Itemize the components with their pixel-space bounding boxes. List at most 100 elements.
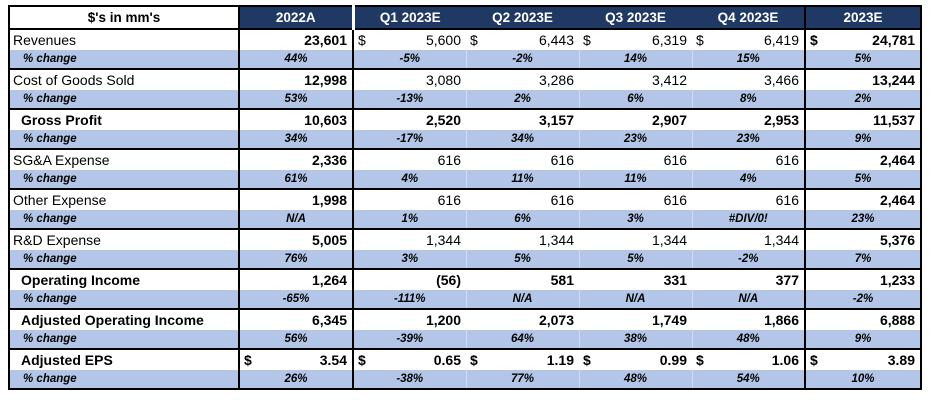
metric-row-revenues: Revenues 23,601 $5,600 $6,443 $6,319 $6,419 $2…: [9, 29, 921, 50]
pct-change-value: 9%: [804, 129, 921, 150]
pct-change-value: 7%: [804, 249, 921, 270]
pct-change-label: % change: [9, 329, 239, 350]
dollar-sign: $: [244, 351, 252, 368]
metric-value: 6,319: [651, 31, 687, 48]
metric-value-cell: 581: [466, 269, 579, 290]
pct-change-value: 44%: [238, 49, 353, 70]
dollar-sign: $: [358, 31, 366, 48]
pct-change-value: 1%: [352, 209, 466, 230]
metric-value-cell: 12,998: [238, 69, 353, 90]
pct-change-value: -2%: [691, 249, 805, 270]
metric-value-cell: $5,600: [352, 29, 466, 50]
metric-value-cell: 2,464: [804, 149, 921, 170]
table-unit-label: $'s in mm's: [9, 6, 240, 30]
metric-value-cell: 616: [579, 149, 692, 170]
pct-change-row-sg-a-expense: % change 61% 4% 11% 11% 4% 5%: [9, 169, 921, 190]
pct-change-row-cost-of-goods-sold: % change 53% -13% 2% 6% 8% 2%: [9, 89, 921, 110]
metric-value-cell: 377: [692, 269, 805, 290]
metric-value-cell: 1,200: [352, 309, 466, 330]
metric-value-cell: 3,286: [466, 69, 579, 90]
pct-change-value: 6%: [578, 89, 692, 110]
pct-change-value: 48%: [578, 369, 692, 390]
column-header-2023e: 2023E: [804, 6, 921, 30]
pct-change-value: N/A: [465, 289, 579, 310]
metric-value-cell: 6,345: [238, 309, 353, 330]
pct-change-value: -38%: [352, 369, 466, 390]
dollar-sign: $: [696, 351, 704, 368]
dollar-sign: $: [470, 31, 478, 48]
metric-value-cell: 1,344: [466, 229, 579, 250]
financial-model-table: $'s in mm's 2022A Q1 2023E Q2 2023E Q3 2023E…: [8, 5, 922, 390]
pct-change-value: 38%: [578, 329, 692, 350]
metric-value-cell: 3,412: [579, 69, 692, 90]
metric-label: SG&A Expense: [9, 149, 239, 170]
metric-value-cell: 2,073: [466, 309, 579, 330]
metric-label: Operating Income: [9, 269, 239, 290]
metric-label: Adjusted Operating Income: [9, 309, 239, 330]
pct-change-value: 54%: [691, 369, 805, 390]
metric-row-sg-a-expense: SG&A Expense 2,336 616 616 616 616 2,464: [9, 149, 921, 170]
metric-value-cell: 2,464: [804, 189, 921, 210]
pct-change-value: 8%: [691, 89, 805, 110]
pct-change-value: 23%: [578, 129, 692, 150]
pct-change-value: N/A: [238, 209, 353, 230]
pct-change-value: 5%: [465, 249, 579, 270]
pct-change-value: N/A: [691, 289, 805, 310]
pct-change-value: N/A: [578, 289, 692, 310]
metric-value-cell: $6,419: [692, 29, 805, 50]
pct-change-value: -65%: [238, 289, 353, 310]
pct-change-value: 15%: [691, 49, 805, 70]
metric-row-adjusted-eps: Adjusted EPS $3.54 $0.65 $1.19 $0.99 $1.06 $3.…: [9, 349, 921, 370]
metric-row-r-d-expense: R&D Expense 5,005 1,344 1,344 1,344 1,344 5,37…: [9, 229, 921, 250]
pct-change-row-revenues: % change 44% -5% -2% 14% 15% 5%: [9, 49, 921, 70]
metric-value-cell: 2,953: [692, 109, 805, 130]
pct-change-value: -2%: [804, 289, 921, 310]
pct-change-row-r-d-expense: % change 76% 3% 5% 5% -2% 7%: [9, 249, 921, 270]
metric-value-cell: 1,998: [238, 189, 353, 210]
metric-value: 6,419: [763, 31, 799, 48]
metric-value-cell: 23,601: [238, 29, 353, 50]
pct-change-label: % change: [9, 129, 239, 150]
pct-change-value: 56%: [238, 329, 353, 350]
metric-value-cell: 3,080: [352, 69, 466, 90]
column-header-q1-2023e: Q1 2023E: [351, 6, 466, 30]
dollar-sign: $: [470, 351, 478, 368]
metric-value-cell: $1.19: [466, 349, 579, 370]
pct-change-row-other-expense: % change N/A 1% 6% 3% #DIV/0! 23%: [9, 209, 921, 230]
pct-change-value: 48%: [691, 329, 805, 350]
pct-change-value: 76%: [238, 249, 353, 270]
pct-change-value: 4%: [691, 169, 805, 190]
pct-change-value: 6%: [465, 209, 579, 230]
pct-change-label: % change: [9, 89, 239, 110]
metric-value-cell: 331: [579, 269, 692, 290]
column-header-q3-2023e: Q3 2023E: [579, 6, 692, 30]
pct-change-value: -111%: [352, 289, 466, 310]
table-header-row: $'s in mm's 2022A Q1 2023E Q2 2023E Q3 2023E…: [9, 6, 921, 30]
pct-change-value: 2%: [804, 89, 921, 110]
pct-change-value: 3%: [578, 209, 692, 230]
metric-value-cell: $0.65: [352, 349, 466, 370]
metric-value-cell: 1,749: [579, 309, 692, 330]
metric-label: R&D Expense: [9, 229, 239, 250]
metric-value: 0.99: [659, 351, 687, 368]
dollar-sign: $: [810, 31, 818, 48]
metric-value-cell: 1,344: [352, 229, 466, 250]
pct-change-label: % change: [9, 249, 239, 270]
metric-value: 5,600: [425, 31, 461, 48]
pct-change-value: 2%: [465, 89, 579, 110]
metric-value-cell: 1,344: [692, 229, 805, 250]
metric-value: 3.89: [887, 351, 915, 368]
metric-value-cell: 1,233: [804, 269, 921, 290]
pct-change-value: -5%: [352, 49, 466, 70]
pct-change-value: 64%: [465, 329, 579, 350]
metric-value-cell: 2,520: [352, 109, 466, 130]
pct-change-value: 23%: [691, 129, 805, 150]
pct-change-value: 5%: [578, 249, 692, 270]
metric-value-cell: 616: [692, 149, 805, 170]
pct-change-value: 77%: [465, 369, 579, 390]
metric-row-adjusted-operating-income: Adjusted Operating Income 6,345 1,200 2,073…: [9, 309, 921, 330]
pct-change-value: -17%: [352, 129, 466, 150]
pct-change-row-adjusted-eps: % change 26% -38% 77% 48% 54% 10%: [9, 369, 921, 390]
pct-change-value: 3%: [352, 249, 466, 270]
metric-value-cell: 1,264: [238, 269, 353, 290]
